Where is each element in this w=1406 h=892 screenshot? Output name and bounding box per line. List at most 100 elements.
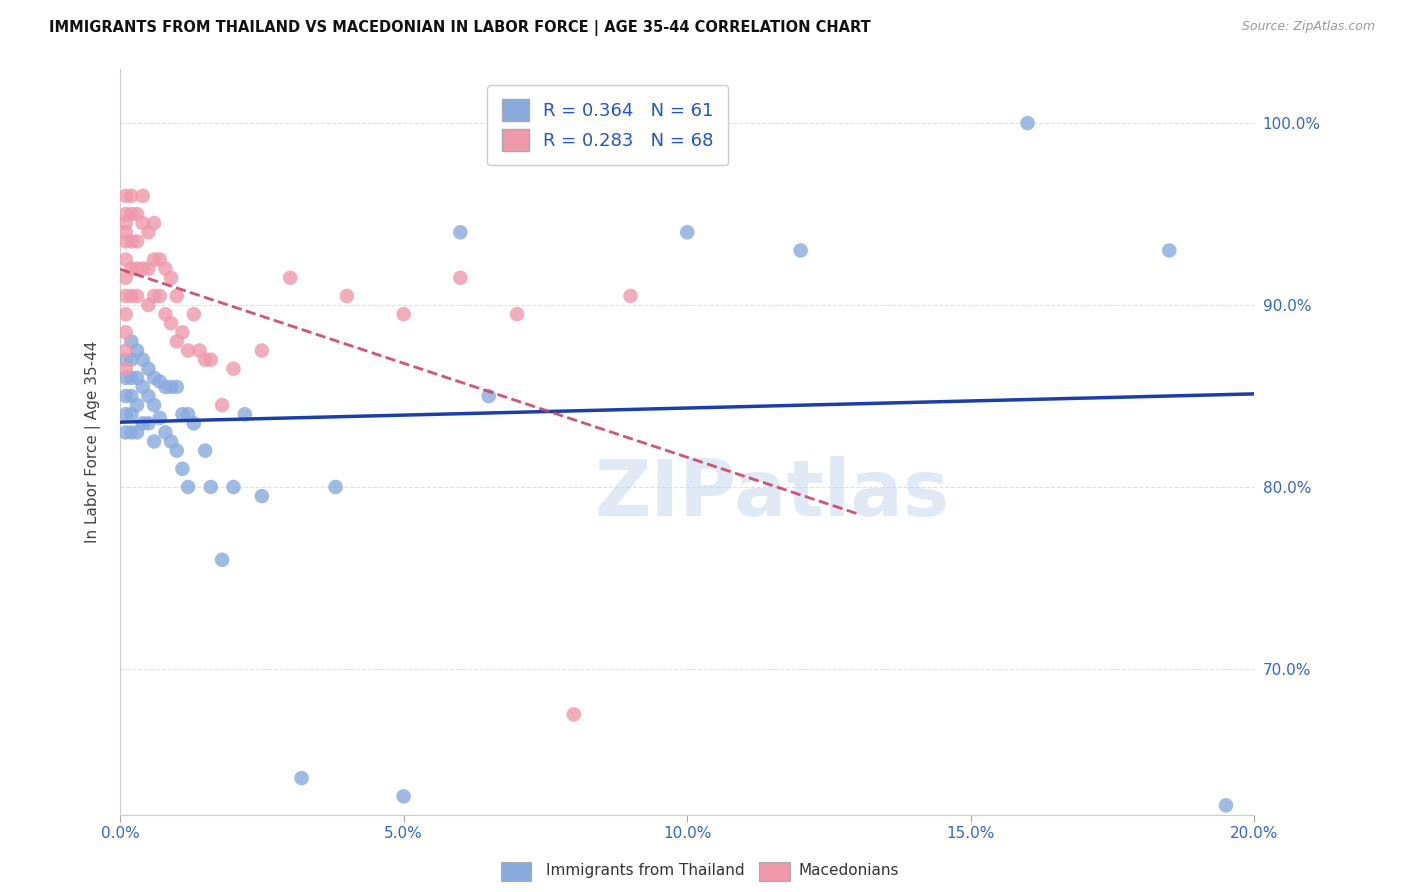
Point	[114, 252, 136, 267]
Point	[138, 361, 160, 376]
Point	[166, 334, 188, 349]
Point	[200, 352, 222, 367]
Point	[114, 352, 136, 367]
Point	[143, 216, 166, 230]
Point	[120, 207, 142, 221]
Point	[211, 553, 233, 567]
Point	[149, 252, 172, 267]
Point	[132, 261, 155, 276]
Point	[114, 225, 136, 239]
Point	[125, 398, 148, 412]
Point	[125, 343, 148, 358]
Text: Immigrants from Thailand: Immigrants from Thailand	[546, 863, 744, 878]
Point	[160, 316, 183, 330]
Point	[211, 398, 233, 412]
Point	[155, 261, 177, 276]
Point	[114, 425, 136, 440]
Point	[222, 361, 245, 376]
Point	[250, 489, 273, 503]
Point	[120, 425, 142, 440]
Text: ZIPatlas: ZIPatlas	[595, 456, 950, 532]
Point	[138, 389, 160, 403]
Point	[200, 480, 222, 494]
Text: Macedonians: Macedonians	[799, 863, 898, 878]
Point	[676, 225, 699, 239]
Point	[143, 252, 166, 267]
Point	[114, 326, 136, 340]
Point	[114, 343, 136, 358]
Point	[172, 462, 194, 476]
Point	[120, 407, 142, 421]
Point	[183, 307, 205, 321]
Point	[562, 707, 585, 722]
Point	[392, 307, 415, 321]
Point	[114, 371, 136, 385]
Point	[120, 371, 142, 385]
Point	[120, 334, 142, 349]
Point	[177, 480, 200, 494]
Point	[132, 352, 155, 367]
Point	[449, 270, 471, 285]
Point	[278, 270, 301, 285]
Point	[172, 326, 194, 340]
Point	[183, 417, 205, 431]
Point	[132, 380, 155, 394]
Point	[160, 270, 183, 285]
Point	[250, 343, 273, 358]
Point	[392, 789, 415, 804]
Point	[114, 235, 136, 249]
Point	[132, 189, 155, 203]
Point	[138, 261, 160, 276]
Point	[1159, 244, 1181, 258]
Point	[143, 289, 166, 303]
Point	[114, 207, 136, 221]
Point	[120, 235, 142, 249]
Y-axis label: In Labor Force | Age 35-44: In Labor Force | Age 35-44	[86, 341, 101, 542]
Point	[155, 380, 177, 394]
Point	[149, 289, 172, 303]
Point	[336, 289, 359, 303]
Point	[155, 307, 177, 321]
Point	[114, 307, 136, 321]
Point	[138, 225, 160, 239]
Point	[125, 289, 148, 303]
Point	[188, 343, 211, 358]
Point	[172, 407, 194, 421]
Point	[125, 371, 148, 385]
Point	[789, 244, 811, 258]
Point	[449, 225, 471, 239]
Point	[149, 410, 172, 425]
Point	[478, 389, 501, 403]
Point	[155, 425, 177, 440]
Point	[177, 407, 200, 421]
Point	[1215, 798, 1237, 813]
Point	[125, 261, 148, 276]
Point	[194, 443, 217, 458]
Point	[160, 380, 183, 394]
Point	[619, 289, 641, 303]
Point	[138, 298, 160, 312]
Point	[120, 389, 142, 403]
Point	[114, 270, 136, 285]
Point	[177, 343, 200, 358]
Point	[143, 371, 166, 385]
Point	[222, 480, 245, 494]
Point	[114, 361, 136, 376]
Point	[290, 771, 312, 785]
Point	[120, 189, 142, 203]
Point	[149, 375, 172, 389]
Point	[233, 407, 256, 421]
Point	[506, 307, 529, 321]
Text: IMMIGRANTS FROM THAILAND VS MACEDONIAN IN LABOR FORCE | AGE 35-44 CORRELATION CH: IMMIGRANTS FROM THAILAND VS MACEDONIAN I…	[49, 20, 870, 36]
Point	[114, 189, 136, 203]
Point	[1017, 116, 1039, 130]
Point	[325, 480, 347, 494]
Point	[114, 407, 136, 421]
Text: Source: ZipAtlas.com: Source: ZipAtlas.com	[1241, 20, 1375, 33]
Point	[114, 289, 136, 303]
Point	[194, 352, 217, 367]
Point	[166, 443, 188, 458]
Point	[132, 417, 155, 431]
Point	[166, 289, 188, 303]
Point	[120, 352, 142, 367]
